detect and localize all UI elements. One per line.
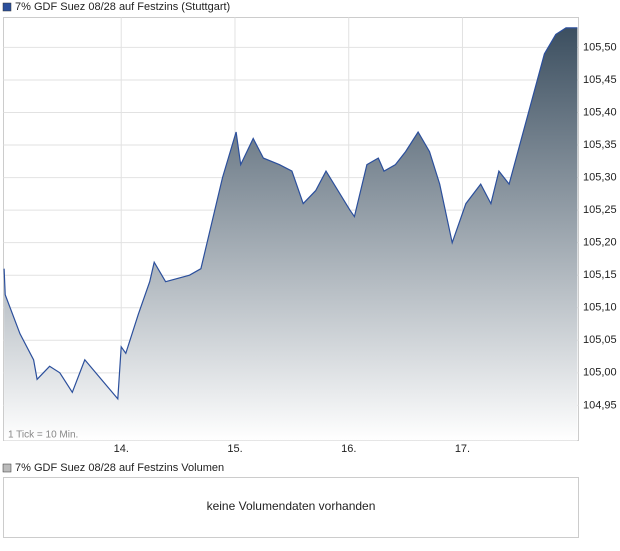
y-tick-label: 105,45 — [583, 74, 617, 86]
y-tick-label: 105,20 — [583, 237, 617, 249]
volume-title: 7% GDF Suez 08/28 auf Festzins Volumen — [15, 462, 224, 474]
area — [4, 27, 578, 441]
y-tick-label: 105,25 — [583, 204, 617, 216]
x-tick-label: 17. — [455, 443, 470, 455]
y-tick-label: 105,00 — [583, 367, 617, 379]
y-tick-label: 105,50 — [583, 41, 617, 53]
x-tick-label: 14. — [114, 443, 129, 455]
volume-frame — [3, 477, 579, 538]
y-tick-label: 105,35 — [583, 139, 617, 151]
y-tick-label: 105,15 — [583, 269, 617, 281]
y-tick-label: 105,10 — [583, 302, 617, 314]
y-tick-label: 104,95 — [583, 399, 617, 411]
x-tick-label: 15. — [227, 443, 242, 455]
volume-message: keine Volumendaten vorhanden — [207, 499, 376, 513]
x-tick-label: 16. — [341, 443, 356, 455]
legend-swatch — [2, 2, 12, 12]
y-tick-label: 105,30 — [583, 171, 617, 183]
y-tick-label: 105,40 — [583, 106, 617, 118]
volume-swatch — [2, 463, 12, 473]
price-line — [3, 27, 578, 401]
chart-title: 7% GDF Suez 08/28 auf Festzins (Stuttgar… — [15, 1, 230, 13]
tick-note: 1 Tick = 10 Min. — [8, 430, 78, 441]
y-tick-label: 105,05 — [583, 334, 617, 346]
